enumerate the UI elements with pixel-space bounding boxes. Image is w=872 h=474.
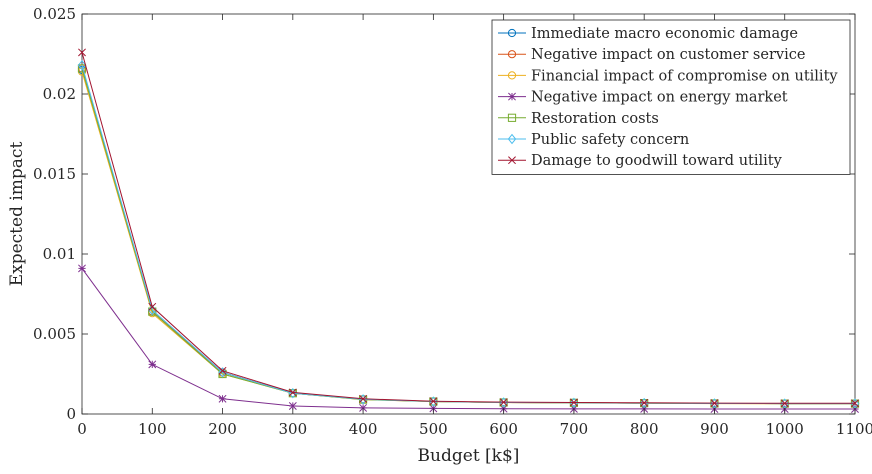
legend-label: Restoration costs: [531, 111, 659, 127]
x-axis-title: Budget [k$]: [418, 446, 520, 466]
data-point: [77, 60, 87, 71]
y-tick-label: 0: [66, 405, 76, 423]
legend-marker: [507, 133, 517, 145]
series-7: [78, 48, 859, 408]
legend-marker: [507, 50, 517, 59]
data-point: [429, 397, 438, 406]
series-line: [81, 52, 855, 404]
x-tick-label: 500: [419, 420, 448, 438]
x-tick-label: 700: [560, 420, 589, 438]
legend-entry: Restoration costs: [498, 111, 659, 127]
legend-entry: Damage to goodwill toward utility: [498, 153, 783, 169]
x-tick-label: 0: [77, 420, 87, 438]
data-point: [710, 399, 719, 408]
legend-marker: [507, 71, 517, 80]
data-point: [148, 302, 157, 311]
legend-marker: [508, 156, 516, 165]
data-point: [639, 397, 649, 409]
legend-label: Financial impact of compromise on utilit…: [531, 68, 838, 84]
legend-box: [491, 19, 851, 175]
axes-layer: 0 100 200 300 400 500 600 700 800 900 1000 1100 0 0.0…: [33, 5, 872, 438]
legend-label: Negative impact on customer service: [531, 47, 805, 63]
data-point: [710, 398, 719, 409]
data-point: [851, 399, 859, 408]
legend-entry: Negative impact on customer service: [498, 47, 805, 63]
legend-label: Immediate macro economic damage: [531, 26, 798, 42]
y-tick-label: 0.025: [33, 5, 76, 23]
x-tick-label: 900: [700, 420, 729, 438]
data-point: [288, 388, 297, 397]
x-tick-label: 1000: [766, 420, 804, 438]
data-point: [218, 394, 227, 403]
data-point: [78, 264, 86, 273]
x-tick-label: 200: [208, 420, 237, 438]
data-point: [499, 397, 508, 408]
legend: Immediate macro economic damage Negative …: [491, 19, 851, 175]
data-point: [429, 396, 438, 407]
x-tick-label: 400: [349, 420, 378, 438]
legend-entry: Negative impact on energy market: [498, 90, 788, 106]
y-tick-label: 0.01: [43, 245, 76, 263]
data-point: [77, 64, 87, 73]
legend-label: Public safety concern: [531, 132, 689, 148]
data-point: [569, 398, 578, 407]
legend-marker: [507, 28, 517, 38]
data-point: [780, 399, 789, 408]
data-point: [288, 402, 297, 410]
y-tick-label: 0.015: [33, 165, 76, 183]
legend-entry: Financial impact of compromise on utilit…: [498, 68, 838, 84]
legend-entry: Immediate macro economic damage: [498, 26, 798, 42]
data-point: [78, 48, 86, 57]
series-line: [81, 268, 855, 410]
data-point: [640, 398, 649, 407]
data-point: [569, 397, 579, 408]
data-point: [148, 360, 157, 369]
legend-label: Negative impact on energy market: [531, 90, 788, 106]
legend-label: Damage to goodwill toward utility: [531, 153, 783, 169]
legend-marker: [507, 113, 517, 122]
data-point: [148, 307, 157, 316]
y-tick-label: 0.02: [43, 85, 76, 103]
y-axis-title: Expected impact: [7, 142, 27, 287]
data-point: [218, 366, 227, 375]
x-tick-label: 300: [278, 420, 307, 438]
x-tick-label: 600: [489, 420, 518, 438]
x-tick-label: 800: [630, 420, 659, 438]
data-point: [359, 403, 368, 412]
legend-marker: [508, 92, 516, 101]
x-tick-label: 1100: [836, 420, 872, 438]
data-point: [359, 394, 368, 403]
x-tick-label: 100: [138, 420, 167, 438]
series-layer: [77, 48, 860, 413]
legend-entry: Public safety concern: [498, 132, 689, 148]
data-point: [499, 398, 508, 407]
data-point: [218, 367, 227, 378]
y-tick-label: 0.005: [33, 325, 76, 343]
data-point: [358, 394, 368, 405]
